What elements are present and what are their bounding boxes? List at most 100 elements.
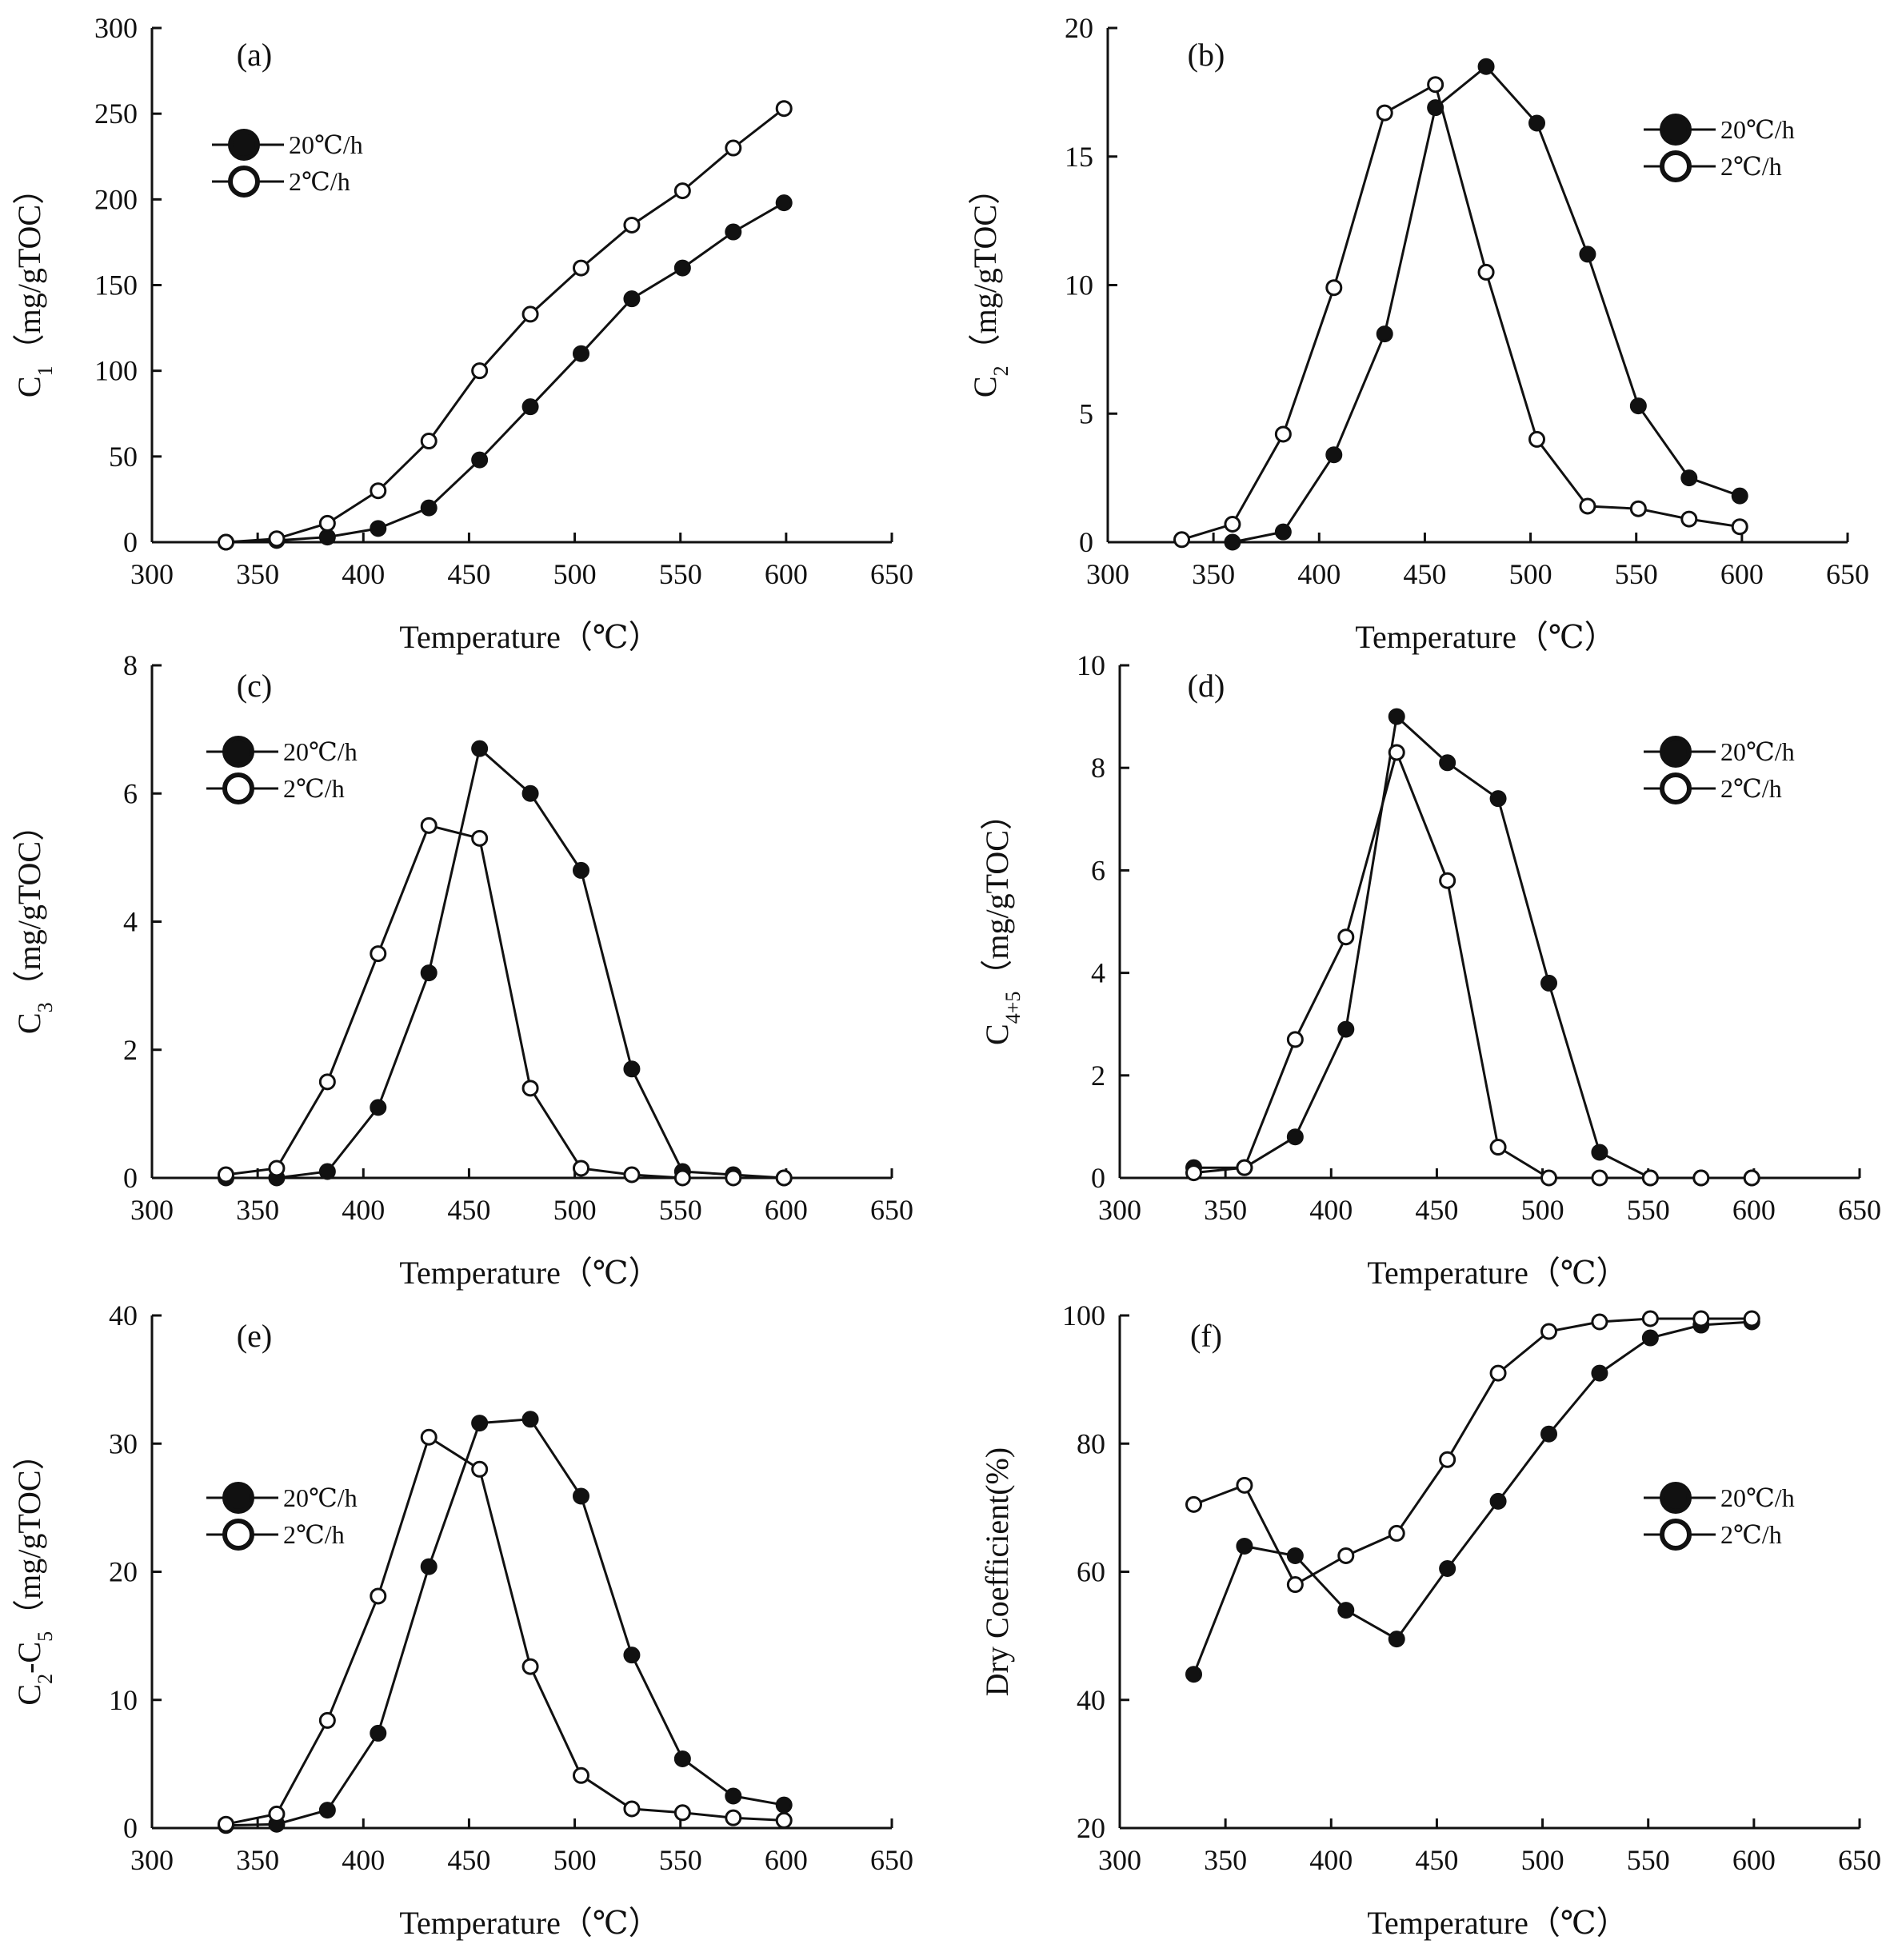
legend-label: 20℃/h xyxy=(283,1483,358,1512)
y-tick-label: 4 xyxy=(123,906,138,938)
x-tick-label: 450 xyxy=(447,1844,490,1876)
series-20c-per-h-point xyxy=(1388,1631,1405,1648)
series-2c-per-h-point xyxy=(1591,1313,1608,1331)
series-2c-per-h-point xyxy=(725,139,742,157)
series-20c-per-h-point xyxy=(775,194,793,212)
series-2c-per-h-point xyxy=(1692,1310,1710,1327)
series-20c-per-h-point xyxy=(573,1487,589,1505)
series-2c-per-h-point xyxy=(1540,1169,1557,1187)
series-2c-per-h-point xyxy=(1743,1169,1760,1187)
series-2c-per-h-point xyxy=(1325,279,1343,297)
x-tick-label: 650 xyxy=(870,1194,913,1226)
y-tick-label: 30 xyxy=(109,1427,138,1459)
series-2c-per-h-point xyxy=(573,1160,589,1177)
x-tick-label: 300 xyxy=(130,1194,174,1226)
series-2c-per-h-point xyxy=(1477,263,1495,281)
series-2c-per-h-point xyxy=(1731,518,1748,536)
series-2c-per-h-point xyxy=(521,1658,539,1675)
series-2c-per-h-line xyxy=(226,824,785,1180)
x-tick-label: 650 xyxy=(1838,1194,1881,1226)
series-2c-per-h-point xyxy=(1489,1364,1507,1382)
x-tick-label: 350 xyxy=(1192,558,1235,590)
legend-label: 20℃/h xyxy=(289,130,363,159)
x-tick-label: 600 xyxy=(765,1844,808,1876)
y-tick-label: 10 xyxy=(1077,649,1105,681)
series-2c-per-h-point xyxy=(1185,1495,1202,1513)
series-2c-per-h-point xyxy=(1439,872,1456,889)
series-20c-per-h-point xyxy=(573,861,589,879)
series-20c-per-h-point xyxy=(521,1411,539,1428)
y-axis-title: C4+5（mg/gTOC） xyxy=(979,798,1025,1045)
series-2c-per-h-point xyxy=(1540,1323,1557,1340)
series-2c-per-h-line xyxy=(226,107,785,544)
x-tick-label: 600 xyxy=(1732,1844,1776,1876)
series-2c-per-h-point xyxy=(268,530,286,548)
series-20c-per-h-point xyxy=(1540,1425,1557,1443)
legend: 20℃/h 2℃/h xyxy=(1644,736,1795,804)
series-20c-per-h-point xyxy=(370,520,387,537)
series-2c-per-h-point xyxy=(1236,1476,1253,1494)
x-tick-label: 400 xyxy=(342,1194,385,1226)
series-20c-per-h-point xyxy=(370,1099,387,1116)
series-20c-per-h-point xyxy=(420,499,438,517)
series-2c-per-h-point xyxy=(1641,1310,1659,1327)
series-20c-per-h-point xyxy=(1731,487,1748,505)
series-20c-per-h-point xyxy=(1274,523,1292,541)
x-axis-title: Temperature（℃） xyxy=(1367,1255,1628,1291)
series-2c-per-h-point xyxy=(471,829,489,847)
y-tick-label: 20 xyxy=(1065,12,1093,44)
series-20c-per-h-point xyxy=(1439,1559,1456,1577)
series-2c-per-h-point xyxy=(1528,430,1545,448)
x-axis-title: Temperature（℃） xyxy=(1367,1905,1628,1941)
legend-marker-filled xyxy=(1660,114,1692,146)
legend-label: 2℃/h xyxy=(283,1520,345,1549)
x-tick-label: 500 xyxy=(1521,1194,1564,1226)
legend-marker-open xyxy=(1660,150,1692,182)
series-2c-per-h-point xyxy=(775,1811,793,1829)
series-20c-per-h-point xyxy=(725,223,742,241)
x-tick-label: 350 xyxy=(1204,1844,1247,1876)
x-tick-label: 400 xyxy=(1309,1844,1353,1876)
series-2c-per-h-point xyxy=(673,182,691,200)
y-tick-label: 80 xyxy=(1077,1427,1105,1459)
y-tick-label: 20 xyxy=(109,1556,138,1588)
x-tick-label: 450 xyxy=(447,1194,490,1226)
series-2c-per-h-point xyxy=(1439,1451,1456,1468)
legend-label: 2℃/h xyxy=(1720,1520,1782,1549)
x-tick-label: 350 xyxy=(236,1844,279,1876)
x-tick-label: 450 xyxy=(447,558,490,590)
series-2c-per-h-point xyxy=(268,1160,286,1177)
legend-label: 20℃/h xyxy=(1720,737,1795,766)
x-tick-label: 350 xyxy=(236,1194,279,1226)
legend-label: 20℃/h xyxy=(283,737,358,766)
series-2c-per-h-point xyxy=(521,305,539,323)
y-tick-label: 6 xyxy=(123,777,138,809)
series-20c-per-h-point xyxy=(673,1750,691,1767)
legend: 20℃/h 2℃/h xyxy=(206,736,358,804)
legend-marker-filled xyxy=(222,1482,254,1514)
y-tick-label: 40 xyxy=(109,1299,138,1331)
x-tick-label: 550 xyxy=(1627,1844,1670,1876)
chart-panel-3: 300 350 400 450 500 550 600 650 0 2 4 6 8 Temperature… xyxy=(11,649,913,1291)
x-tick-label: 500 xyxy=(1521,1844,1564,1876)
series-2c-per-h-point xyxy=(370,1587,387,1605)
series-2c-per-h-point xyxy=(1680,510,1698,528)
series-2c-per-h-point xyxy=(1388,1524,1405,1542)
x-tick-label: 400 xyxy=(1309,1194,1353,1226)
series-2c-per-h-point xyxy=(471,362,489,380)
series-2c-per-h-point xyxy=(1427,76,1444,94)
series-20c-per-h-point xyxy=(1376,325,1393,343)
series-20c-per-h-point xyxy=(318,1163,336,1180)
series-2c-per-h-point xyxy=(1286,1576,1304,1594)
x-tick-label: 600 xyxy=(765,1194,808,1226)
series-20c-per-h-point xyxy=(1540,974,1557,992)
series-2c-per-h-point xyxy=(623,1166,641,1184)
y-tick-label: 60 xyxy=(1077,1556,1105,1588)
series-20c-per-h-point xyxy=(1680,469,1698,487)
y-tick-label: 40 xyxy=(1077,1684,1105,1716)
series-20c-per-h-point xyxy=(1641,1329,1659,1347)
legend-marker-filled xyxy=(222,736,254,768)
y-tick-label: 8 xyxy=(1091,752,1105,784)
series-2c-per-h-point xyxy=(370,482,387,500)
series-2c-per-h-point xyxy=(218,1815,234,1833)
